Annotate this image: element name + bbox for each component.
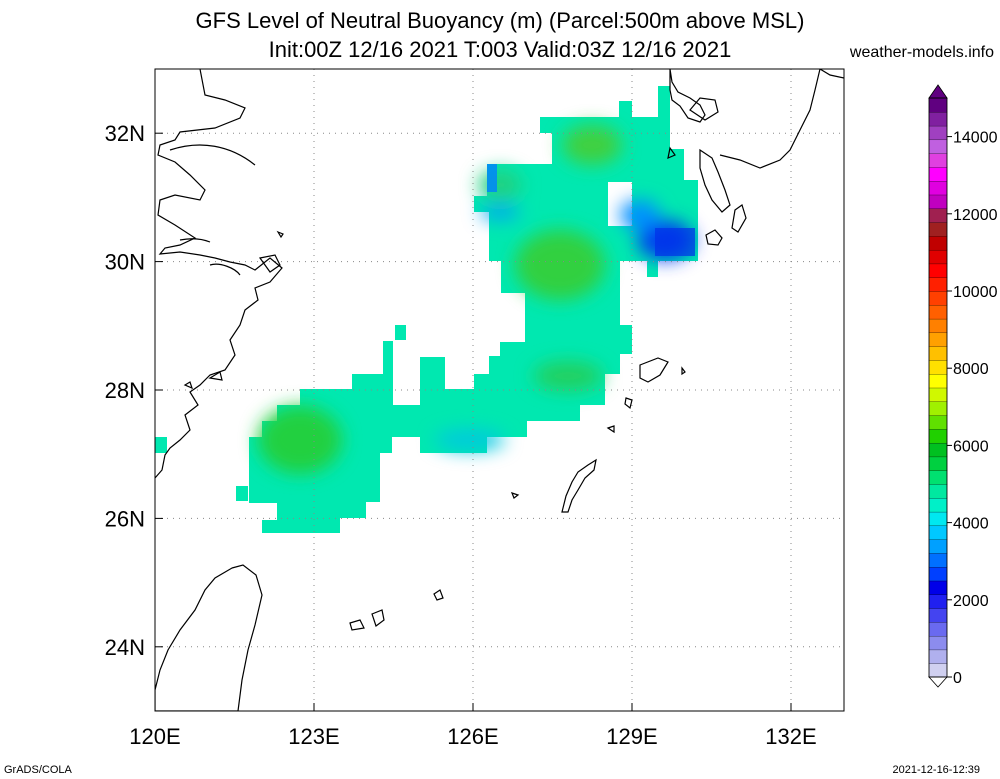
colorbar-segment xyxy=(928,97,948,113)
colorbar-segment xyxy=(928,152,948,168)
colorbar xyxy=(928,84,948,688)
colorbar-segment xyxy=(928,497,948,513)
lat-tick-label: 26N xyxy=(105,506,145,531)
colorbar-segment xyxy=(928,194,948,209)
lat-tick-label: 32N xyxy=(105,121,145,146)
colorbar-segment xyxy=(928,125,948,141)
colorbar-segment xyxy=(928,373,948,389)
colorbar-segment xyxy=(928,470,948,485)
colorbar-segment xyxy=(928,621,948,637)
footer-left: GrADS/COLA xyxy=(4,764,72,776)
lat-axis-labels: 32N 30N 28N 26N 24N xyxy=(105,121,145,660)
map-subtitle: Init:00Z 12/16 2021 T:003 Valid:03Z 12/1… xyxy=(268,37,732,62)
colorbar-segment xyxy=(928,180,948,196)
colorbar-tick-label: 8000 xyxy=(953,361,989,378)
lon-tick-label: 129E xyxy=(606,724,657,749)
colorbar-tick-label: 10000 xyxy=(953,284,998,301)
lon-tick-label: 120E xyxy=(129,724,180,749)
colorbar-segment xyxy=(928,318,948,334)
colorbar-labels: 14000 12000 10000 8000 6000 4000 2000 0 xyxy=(947,130,998,687)
colorbar-segment xyxy=(928,483,948,499)
colorbar-segment xyxy=(928,511,948,527)
colorbar-segment xyxy=(928,401,948,416)
colorbar-segment xyxy=(928,456,948,471)
lat-tick-label: 24N xyxy=(105,635,145,660)
colorbar-segment xyxy=(928,235,948,251)
axis-ticks xyxy=(154,132,792,711)
colorbar-segment xyxy=(928,635,948,651)
colorbar-segment xyxy=(928,359,948,375)
colorbar-segment xyxy=(928,166,948,182)
colorbar-segment xyxy=(928,594,948,609)
colorbar-tick-label: 0 xyxy=(953,670,962,687)
colorbar-segment xyxy=(928,538,948,554)
colorbar-tick-label: 4000 xyxy=(953,516,989,533)
colorbar-segment xyxy=(928,277,948,292)
buoyancy-field xyxy=(155,86,698,533)
lon-tick-label: 126E xyxy=(447,724,498,749)
colorbar-tick-label: 6000 xyxy=(953,438,989,455)
map-title: GFS Level of Neutral Buoyancy (m) (Parce… xyxy=(195,8,805,33)
lat-tick-label: 30N xyxy=(105,250,145,275)
colorbar-segment xyxy=(928,111,948,127)
colorbar-segment xyxy=(928,663,948,678)
colorbar-frame xyxy=(928,97,948,678)
colorbar-tick-label: 12000 xyxy=(953,207,998,224)
colorbar-segment xyxy=(928,345,948,361)
lon-axis-labels: 120E 123E 126E 129E 132E xyxy=(129,724,816,749)
lat-tick-label: 28N xyxy=(105,378,145,403)
colorbar-tick-label: 14000 xyxy=(953,130,998,147)
colorbar-segment xyxy=(928,414,948,430)
colorbar-segment xyxy=(928,649,948,664)
site-credit: weather-models.info xyxy=(849,44,994,61)
colorbar-segment xyxy=(928,442,948,458)
colorbar-segment xyxy=(928,387,948,402)
colorbar-tick-label: 2000 xyxy=(953,593,989,610)
lon-tick-label: 132E xyxy=(765,724,816,749)
colorbar-segment xyxy=(928,304,948,320)
colorbar-segment xyxy=(928,525,948,540)
colorbar-segment xyxy=(928,208,948,223)
colorbar-min-arrow xyxy=(928,676,948,688)
colorbar-segment xyxy=(928,263,948,278)
colorbar-segment xyxy=(928,249,948,265)
colorbar-segment xyxy=(928,428,948,444)
coastlines xyxy=(155,69,844,711)
colorbar-segment xyxy=(928,580,948,595)
colorbar-max-arrow xyxy=(928,84,948,99)
colorbar-segment xyxy=(928,607,948,623)
colorbar-segment xyxy=(928,552,948,568)
footer-right: 2021-12-16-12:39 xyxy=(892,764,980,776)
colorbar-segment xyxy=(928,290,948,306)
colorbar-segment xyxy=(928,332,948,347)
colorbar-segment xyxy=(928,566,948,582)
lon-tick-label: 123E xyxy=(288,724,339,749)
colorbar-segment xyxy=(928,221,948,237)
colorbar-segment xyxy=(928,139,948,154)
graticule xyxy=(155,69,844,711)
